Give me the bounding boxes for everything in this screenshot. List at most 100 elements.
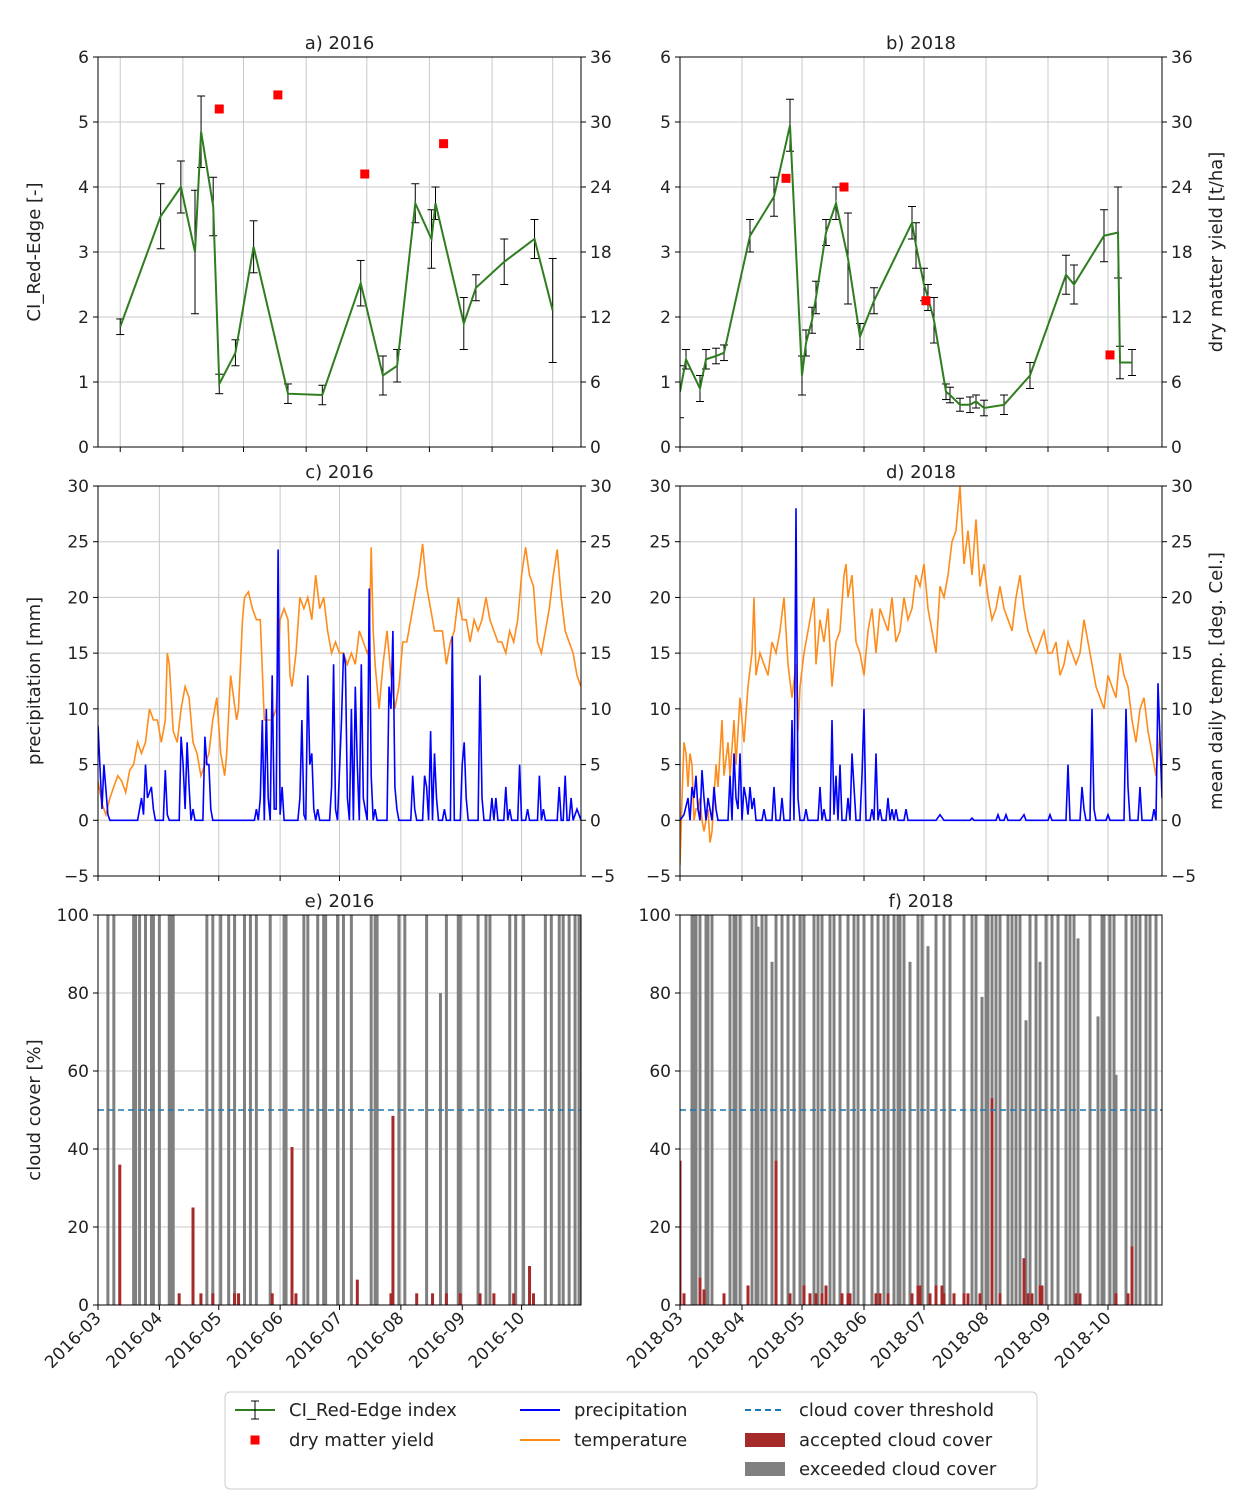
- exceeded-bar: [908, 961, 912, 1305]
- accepted-bar: [886, 1293, 890, 1305]
- accepted-bar: [294, 1293, 298, 1305]
- accepted-bar: [910, 1293, 914, 1305]
- accepted-bar: [952, 1293, 956, 1305]
- legend-label: accepted cloud cover: [799, 1430, 993, 1451]
- accepted-bar: [682, 1293, 686, 1305]
- accepted-bar: [1040, 1285, 1044, 1305]
- accepted-bar: [478, 1293, 482, 1305]
- y-tick-label: −5: [646, 867, 671, 887]
- y-tick-label: 60: [67, 1062, 89, 1082]
- y-tick-label: 5: [660, 756, 671, 776]
- y2-tick-label: 30: [590, 477, 612, 497]
- exceeded-bar: [896, 915, 900, 1305]
- accepted-bar: [934, 1285, 938, 1305]
- y2-tick-label: 5: [1171, 756, 1182, 776]
- exceeded-bar: [106, 915, 110, 1305]
- x-tick-label: 2018-06: [807, 1308, 871, 1372]
- y-tick-label: 40: [67, 1140, 89, 1160]
- panel-title: a) 2016: [305, 33, 375, 54]
- y-tick-label: 3: [78, 243, 89, 263]
- y-tick-label: 4: [78, 178, 89, 198]
- accepted-bar: [942, 1293, 946, 1305]
- y-tick-label: 3: [660, 243, 671, 263]
- y-tick-label: 5: [78, 113, 89, 133]
- dry-matter-yield-point: [273, 90, 283, 100]
- x-tick-label: 2016-03: [41, 1308, 105, 1372]
- y2-tick-label: 12: [1171, 308, 1193, 328]
- accepted-bar: [998, 1293, 1002, 1305]
- accepted-bar: [1038, 1285, 1042, 1305]
- legend-item: precipitation: [520, 1400, 687, 1421]
- dry-matter-yield-point: [439, 139, 449, 149]
- exceeded-bar: [254, 915, 258, 1305]
- y-tick-label: 0: [78, 1296, 89, 1316]
- y-tick-label: 2: [78, 308, 89, 328]
- accepted-bar: [458, 1293, 462, 1305]
- exceeded-bar: [233, 915, 237, 1305]
- exceeded-bar: [1038, 961, 1042, 1305]
- y-tick-label: 25: [67, 533, 89, 553]
- y2-tick-label: 25: [590, 533, 612, 553]
- legend-swatch: [745, 1462, 785, 1476]
- exceeded-bar: [484, 915, 488, 1305]
- y2-tick-label: −5: [1171, 867, 1196, 887]
- exceeded-bar: [306, 915, 310, 1305]
- y-tick-label: 0: [78, 811, 89, 831]
- y-tick-label: 10: [67, 700, 89, 720]
- accepted-bar: [1130, 1246, 1134, 1305]
- y2-tick-label: 0: [1171, 811, 1182, 831]
- dry-matter-yield-point: [781, 173, 791, 183]
- exceeded-bar: [144, 915, 148, 1305]
- x-tick-label: 2016-04: [103, 1308, 167, 1372]
- accepted-bar: [978, 1293, 982, 1305]
- y-tick-label: 20: [649, 588, 671, 608]
- legend-item: exceeded cloud cover: [745, 1459, 997, 1480]
- panel-title: e) 2016: [305, 891, 375, 912]
- x-tick-label: 2018-07: [867, 1308, 931, 1372]
- y2-tick-label: 20: [1171, 588, 1193, 608]
- accepted-bar: [191, 1207, 195, 1305]
- plot-area: [116, 90, 557, 406]
- exceeded-bar: [926, 946, 930, 1305]
- y-tick-label: 6: [660, 48, 671, 68]
- legend-label: dry matter yield: [289, 1430, 434, 1451]
- legend-box: [224, 1391, 1038, 1490]
- exceeded-bar: [846, 915, 850, 1305]
- legend-label: precipitation: [574, 1400, 687, 1421]
- exceeded-bar: [324, 915, 328, 1305]
- accepted-bar: [237, 1293, 241, 1305]
- y-tick-label: 30: [649, 477, 671, 497]
- accepted-bar: [848, 1293, 852, 1305]
- accepted-bar: [431, 1293, 435, 1305]
- exceeded-bar: [986, 915, 990, 1305]
- x-tick-label: 2018-03: [623, 1308, 687, 1372]
- exceeded-bar: [205, 915, 209, 1305]
- y-tick-label: 25: [649, 533, 671, 553]
- legend-label: CI_Red-Edge index: [289, 1400, 457, 1421]
- plot-area: [680, 98, 1136, 419]
- accepted-bar: [391, 1115, 395, 1305]
- ci-red-edge-line: [119, 131, 554, 397]
- y2-tick-label: 24: [590, 178, 612, 198]
- axes-frame: [679, 485, 1163, 877]
- y2-tick-label: 36: [1171, 48, 1193, 68]
- y2-tick-label: 0: [1171, 438, 1182, 458]
- y-tick-label: 30: [67, 477, 89, 497]
- y2-tick-label: 24: [1171, 178, 1193, 198]
- ci-errorbar: [548, 258, 557, 363]
- accepted-bar: [211, 1293, 215, 1305]
- y2-tick-label: 30: [590, 113, 612, 133]
- x-tick-label: 2016-06: [223, 1308, 287, 1372]
- legend-swatch: [745, 1433, 785, 1447]
- accepted-bar: [788, 1293, 792, 1305]
- y2-tick-label: 6: [1171, 373, 1182, 393]
- y-tick-label: 5: [78, 756, 89, 776]
- y2-tick-label: 0: [590, 811, 601, 831]
- y-tick-label: 0: [78, 438, 89, 458]
- precipitation-line: [680, 508, 1162, 822]
- x-tick-label: 2016-05: [162, 1308, 226, 1372]
- plot-area: [98, 543, 581, 822]
- accepted-bar: [199, 1293, 203, 1305]
- panel-e: 0 20 40 60 80 100 2016-032016-042016-052016-06…: [24, 891, 582, 1373]
